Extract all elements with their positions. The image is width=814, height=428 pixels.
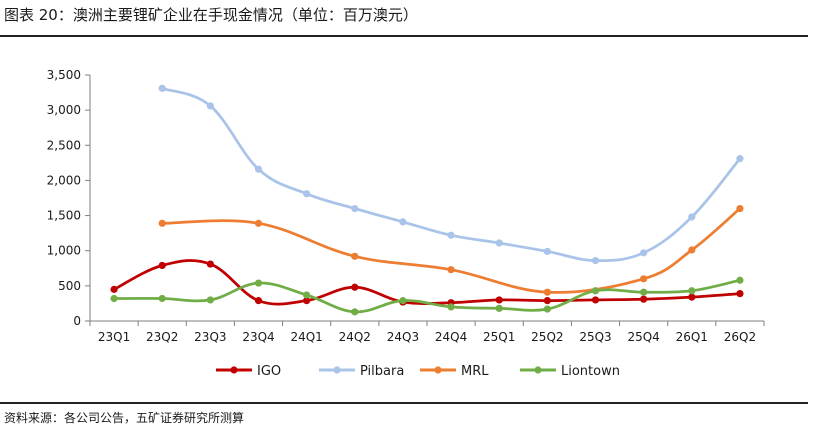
x-tick-label: 23Q3 [194, 330, 226, 344]
x-tick-label: 24Q4 [435, 330, 467, 344]
x-tick-label: 23Q2 [146, 330, 178, 344]
data-point-pilbara [640, 249, 648, 257]
data-point-liontown [351, 308, 359, 316]
data-point-igo [303, 297, 311, 305]
y-tick-label: 2,000 [47, 173, 81, 187]
series-pilbara [158, 84, 744, 265]
series-mrl [158, 204, 744, 296]
data-point-igo [640, 295, 648, 303]
y-tick-label: 0 [73, 314, 81, 328]
y-tick-label: 3,500 [47, 68, 81, 82]
legend-swatch-marker [534, 366, 542, 374]
x-axis: 23Q1 23Q2 23Q3 23Q4 24Q1 24Q2 24Q3 24Q4 25Q1 25Q2… [89, 320, 765, 344]
top-divider [0, 35, 808, 37]
data-point-igo [736, 289, 744, 298]
data-point-mrl [736, 204, 744, 213]
data-point-mrl [543, 288, 551, 296]
data-point-liontown [110, 294, 118, 303]
legend-item-pilbara: Pilbara [319, 364, 404, 379]
legend-item-mrl: MRL [420, 364, 489, 379]
data-point-mrl [158, 219, 166, 227]
data-point-igo [158, 261, 166, 270]
data-point-liontown [591, 287, 600, 295]
x-tick-label: 25Q2 [531, 330, 563, 344]
legend-item-liontown: Liontown [520, 364, 620, 379]
data-point-liontown [736, 276, 744, 284]
data-point-pilbara [543, 247, 551, 256]
x-tick-label: 24Q1 [290, 330, 322, 344]
data-point-pilbara [351, 204, 359, 213]
legend-swatch-marker [333, 366, 341, 374]
data-point-mrl [447, 266, 455, 274]
x-tick-label: 23Q1 [98, 330, 130, 344]
legend-swatch-marker [230, 366, 238, 374]
data-point-igo [206, 260, 214, 268]
legend-label: Pilbara [360, 364, 404, 379]
legend: IGO Pilbara MRL Liontown [216, 364, 620, 379]
data-point-liontown [206, 296, 214, 304]
data-point-pilbara [495, 239, 503, 247]
data-point-liontown [543, 305, 551, 313]
data-point-liontown [158, 294, 166, 303]
data-point-pilbara [688, 213, 696, 221]
data-point-igo [591, 296, 600, 304]
series-layer [110, 84, 744, 316]
legend-swatch-marker [434, 366, 442, 374]
data-point-igo [688, 293, 696, 301]
legend-label: Liontown [561, 364, 620, 379]
data-point-mrl [688, 246, 696, 254]
bottom-divider [0, 402, 808, 404]
data-point-pilbara [447, 231, 455, 239]
data-point-pilbara [303, 190, 311, 198]
data-point-pilbara [158, 84, 166, 92]
data-point-igo [254, 297, 263, 305]
legend-item-igo: IGO [216, 364, 281, 379]
data-point-mrl [254, 219, 263, 227]
x-tick-label: 23Q4 [242, 330, 274, 344]
data-point-mrl [351, 252, 359, 260]
data-point-igo [351, 283, 359, 291]
y-tick-label: 500 [58, 279, 81, 293]
x-tick-label: 24Q2 [339, 330, 371, 344]
x-tick-label: 24Q3 [387, 330, 419, 344]
legend-label: IGO [257, 364, 281, 379]
y-tick-label: 1,500 [47, 209, 81, 223]
data-point-liontown [495, 304, 503, 312]
x-tick-label: 26Q1 [676, 330, 708, 344]
data-point-pilbara [736, 155, 744, 163]
x-tick-label: 25Q1 [483, 330, 515, 344]
legend-label: MRL [461, 364, 489, 379]
data-point-igo [495, 296, 503, 304]
y-axis: 0 500 1,000 1,500 2,000 2,500 3,000 3,500 [47, 68, 91, 328]
data-point-liontown [447, 303, 455, 311]
y-tick-label: 1,000 [47, 244, 81, 258]
data-point-liontown [640, 288, 648, 296]
data-point-pilbara [206, 102, 214, 110]
data-point-pilbara [254, 165, 263, 173]
series-line-liontown [112, 278, 742, 314]
data-point-igo [110, 285, 118, 293]
x-tick-label: 26Q2 [724, 330, 756, 344]
data-point-liontown [688, 287, 696, 295]
source-note: 资料来源：各公司公告，五矿证券研究所测算 [4, 411, 245, 425]
data-point-liontown [303, 291, 311, 299]
series-line-mrl [160, 207, 742, 294]
x-tick-label: 25Q3 [579, 330, 611, 344]
series-liontown [110, 276, 744, 316]
figure-title: 图表 20：澳洲主要锂矿企业在手现金情况（单位：百万澳元） [4, 6, 418, 24]
data-point-liontown [399, 297, 407, 305]
y-tick-label: 3,000 [47, 103, 81, 117]
data-point-liontown [254, 279, 263, 287]
data-point-pilbara [399, 218, 407, 226]
y-tick-label: 2,500 [47, 138, 81, 152]
data-point-igo [543, 297, 551, 305]
data-point-pilbara [591, 256, 600, 265]
data-point-mrl [640, 275, 648, 283]
x-tick-label: 25Q4 [627, 330, 659, 344]
